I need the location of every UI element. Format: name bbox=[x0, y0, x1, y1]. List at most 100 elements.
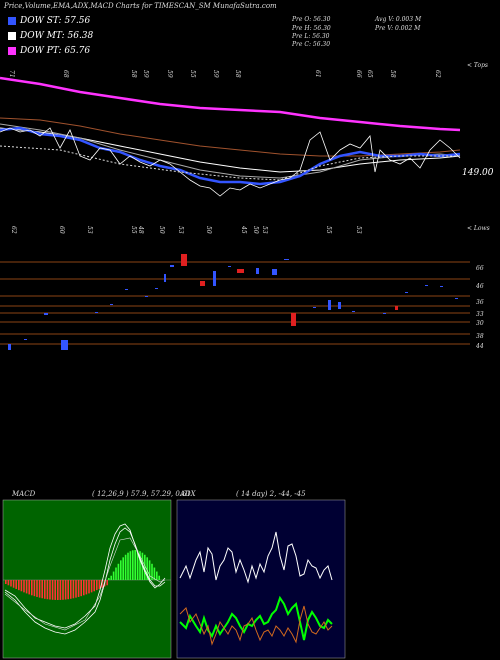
macd-hist-bar bbox=[108, 578, 110, 580]
tops-tick-label: 55 bbox=[189, 70, 196, 78]
candle bbox=[284, 259, 289, 260]
tops-tick-label: 58 bbox=[130, 70, 137, 78]
macd-line-3 bbox=[4, 537, 166, 631]
macd-hist-bar bbox=[77, 580, 80, 597]
candle bbox=[313, 307, 316, 308]
lows-tick-label: 53 bbox=[261, 226, 268, 234]
macd-hist-bar bbox=[106, 580, 108, 586]
macd-hist-bar bbox=[83, 580, 85, 596]
avg-volume: Avg V: 0.003 M bbox=[375, 16, 422, 23]
price-line bbox=[0, 127, 461, 197]
candle bbox=[145, 296, 148, 297]
candle bbox=[8, 344, 11, 350]
adx-panel bbox=[176, 499, 346, 659]
macd-hist-bar bbox=[148, 560, 151, 580]
candle bbox=[256, 268, 259, 274]
candle bbox=[272, 269, 277, 275]
band-lines bbox=[0, 261, 470, 345]
macd-hist-bar bbox=[62, 580, 64, 600]
tops-ticks: 71 68 58 59 59 55 59 58 61 66 65 58 62 bbox=[8, 70, 441, 78]
tops-tick-label: 58 bbox=[389, 70, 396, 78]
lows-tick-label: 50 bbox=[252, 226, 259, 234]
macd-hist-bar bbox=[44, 580, 46, 599]
macd-hist-bar bbox=[25, 580, 28, 594]
macd-hist-bar bbox=[156, 571, 158, 580]
lows-tick-label: 53 bbox=[355, 226, 362, 234]
candle bbox=[155, 288, 158, 289]
macd-hist-bar bbox=[110, 575, 112, 580]
dotted-line bbox=[0, 145, 460, 181]
legend-swatch-st bbox=[8, 17, 16, 25]
macd-hist-bar bbox=[136, 550, 139, 580]
macd-hist-bar bbox=[96, 580, 98, 591]
lows-tick-label: 55 bbox=[130, 226, 137, 234]
macd-hist-bar bbox=[90, 580, 93, 593]
legend-dow-st: DOW ST: 57.56 bbox=[8, 16, 90, 26]
macd-hist-bar bbox=[120, 560, 122, 580]
macd-hist-bar bbox=[12, 580, 15, 588]
candle bbox=[237, 269, 244, 273]
pre-volume: Pre V: 0.002 M bbox=[375, 25, 421, 32]
ohlc-open: Pre O: 56.30 bbox=[292, 16, 331, 23]
lows-tick-label: 55 bbox=[325, 226, 332, 234]
macd-hist-bar bbox=[85, 580, 88, 595]
tops-tick-label: 71 bbox=[8, 70, 15, 78]
candle bbox=[328, 300, 331, 310]
tops-tick-label: 59 bbox=[212, 70, 219, 78]
macd-histogram bbox=[5, 550, 160, 600]
legend-dow-mt: DOW MT: 56.38 bbox=[8, 31, 93, 41]
lows-tick-label: 53 bbox=[86, 226, 93, 234]
tops-tick-label: 61 bbox=[314, 70, 321, 78]
lows-tick-label: 60 bbox=[58, 226, 65, 234]
candle bbox=[405, 292, 408, 293]
macd-hist-bar bbox=[10, 580, 12, 587]
macd-label: MACD bbox=[12, 490, 36, 498]
ohlc-high: Pre H: 56.30 bbox=[292, 25, 331, 32]
chart-title: Price,Volume,EMA,ADX,MACD Charts for TIM… bbox=[4, 2, 277, 10]
macd-hist-bar bbox=[132, 550, 134, 580]
macd-hist-bar bbox=[101, 580, 103, 588]
price-axis-tick: 66 bbox=[476, 265, 484, 272]
price-axis-tick: 44 bbox=[475, 343, 484, 350]
price-axis-tick: 38 bbox=[476, 333, 484, 340]
adx-params: ( 14 day) 2, -44, -45 bbox=[236, 490, 306, 498]
tops-tick-label: 68 bbox=[62, 70, 69, 78]
macd-hist-bar bbox=[64, 580, 67, 600]
legend-swatch-mt bbox=[8, 32, 16, 40]
candle bbox=[61, 340, 68, 350]
macd-hist-bar bbox=[146, 557, 148, 580]
tops-label: < Tops bbox=[467, 62, 489, 69]
lows-ticks: 62 60 53 55 48 50 53 50 45 50 53 55 53 bbox=[10, 225, 362, 234]
tops-tick-label: 59 bbox=[142, 70, 149, 78]
macd-hist-bar bbox=[80, 580, 82, 597]
macd-hist-bar bbox=[51, 580, 54, 600]
price-axis-tick: 36 bbox=[476, 299, 484, 306]
macd-hist-bar bbox=[23, 580, 25, 593]
macd-hist-bar bbox=[15, 580, 17, 589]
macd-hist-bar bbox=[124, 554, 127, 580]
lows-tick-label: 50 bbox=[205, 226, 212, 234]
candle bbox=[352, 311, 355, 312]
macd-hist-bar bbox=[57, 580, 59, 600]
candle bbox=[95, 312, 98, 313]
ohlc-low: Pre L: 56.30 bbox=[292, 33, 330, 40]
legend-label-mt: DOW MT: 56.38 bbox=[20, 31, 94, 41]
macd-hist-bar bbox=[122, 557, 124, 580]
macd-hist-bar bbox=[117, 563, 120, 580]
macd-hist-bar bbox=[75, 580, 77, 598]
candle bbox=[24, 339, 27, 340]
price-axis-tick: 30 bbox=[476, 320, 484, 327]
lows-tick-label: 50 bbox=[158, 226, 165, 234]
price-axis-tick: 33 bbox=[476, 311, 484, 318]
macd-hist-bar bbox=[139, 551, 141, 580]
macd-hist-bar bbox=[151, 563, 153, 580]
lows-tick-label: 48 bbox=[137, 225, 144, 234]
price-axis-tick: 46 bbox=[475, 283, 484, 290]
macd-line bbox=[4, 523, 166, 629]
candle bbox=[425, 285, 428, 286]
macd-hist-bar bbox=[70, 580, 72, 599]
candle bbox=[170, 265, 174, 267]
macd-hist-bar bbox=[36, 580, 38, 597]
macd-hist-bar bbox=[112, 571, 115, 580]
